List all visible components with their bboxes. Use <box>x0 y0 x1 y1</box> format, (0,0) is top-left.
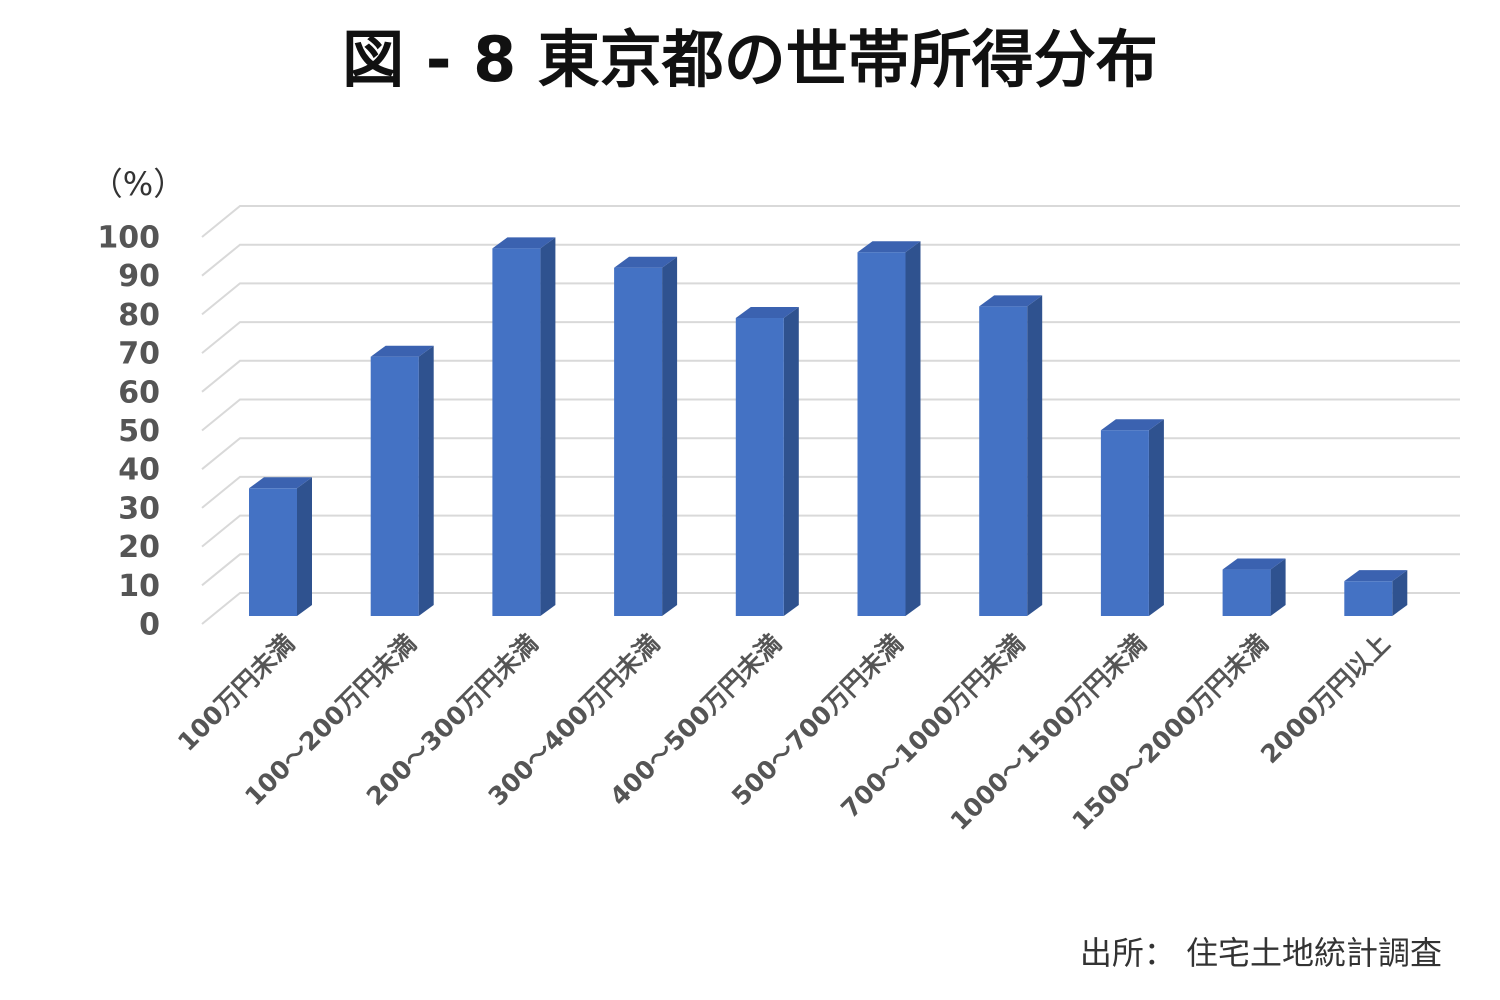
y-tick-label: 80 <box>118 298 160 333</box>
bar <box>614 267 663 616</box>
grid-line <box>201 282 1460 316</box>
grid-line <box>201 398 1460 432</box>
x-tick-label: 1000～1500万円未満 <box>945 629 1152 836</box>
bar <box>492 248 541 616</box>
y-tick-label: 90 <box>118 259 160 294</box>
grid-line <box>201 321 1460 354</box>
grid-line <box>201 243 1460 277</box>
bar-side <box>662 256 678 616</box>
bar-top <box>492 237 556 249</box>
bar-top <box>979 295 1043 307</box>
source-note: 出所： 住宅土地統計調査 <box>1080 934 1442 972</box>
y-tick-label: 10 <box>118 569 160 604</box>
grid-line <box>201 592 1460 625</box>
bar-top <box>857 241 921 253</box>
grid-line <box>201 514 1460 548</box>
chart-title: 図 - 8 東京都の世帯所得分布 <box>342 23 1158 96</box>
y-tick-label: 50 <box>118 414 160 449</box>
y-tick-label: 70 <box>118 337 160 372</box>
bar-side <box>1270 558 1286 616</box>
x-tick-label: 1500～2000万円未満 <box>1066 629 1273 836</box>
bar-side <box>1027 295 1043 616</box>
bar-top <box>735 307 799 319</box>
x-tick-label: 100万円未満 <box>172 629 300 757</box>
bar-top <box>249 477 312 489</box>
bar-top <box>1222 558 1286 570</box>
bar-top <box>1100 419 1164 431</box>
y-tick-label: 100 <box>97 221 160 256</box>
bar-top <box>1344 570 1408 582</box>
y-tick-label: 40 <box>118 453 160 488</box>
grid-line <box>201 205 1460 238</box>
grid-line <box>201 475 1460 509</box>
grid-line <box>201 437 1460 470</box>
bar <box>735 318 784 616</box>
bar <box>979 306 1028 616</box>
y-tick-label: 30 <box>118 491 160 526</box>
bar <box>249 488 297 616</box>
y-axis-label: （%） <box>91 165 185 203</box>
bar <box>370 356 419 616</box>
bar-side <box>783 307 799 616</box>
bar <box>1344 581 1393 616</box>
y-tick-label: 0 <box>139 608 160 643</box>
bar-side <box>905 241 921 616</box>
grid-line <box>201 553 1460 587</box>
bar-top <box>370 345 434 357</box>
grid-line <box>201 359 1460 393</box>
bar-side <box>1148 419 1164 616</box>
bar <box>1222 569 1271 616</box>
grid <box>201 205 1460 625</box>
x-tick-label: 2000万円以上 <box>1255 629 1395 769</box>
bar-side <box>540 237 556 616</box>
bar-top <box>614 256 678 268</box>
y-tick-label: 20 <box>118 530 160 565</box>
bar <box>1100 430 1149 616</box>
bar-side <box>297 477 312 616</box>
bar-side <box>418 345 434 616</box>
bar-side <box>1392 570 1408 616</box>
y-tick-label: 60 <box>118 375 160 410</box>
bar <box>857 252 906 616</box>
